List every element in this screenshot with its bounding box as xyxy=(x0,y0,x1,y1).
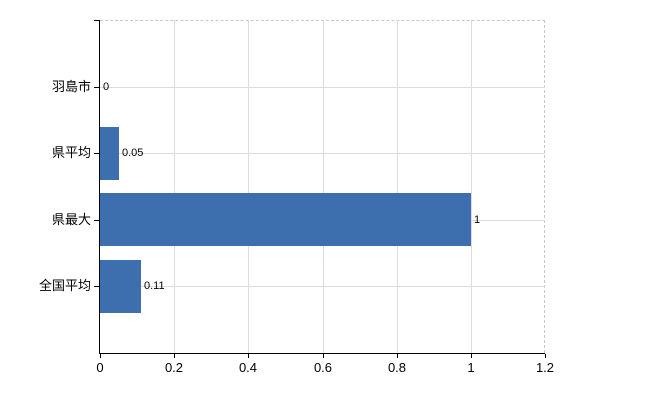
x-axis-tick xyxy=(471,354,472,358)
gridline-vertical xyxy=(471,20,472,353)
bar-県最大 xyxy=(100,193,471,246)
gridline-horizontal xyxy=(100,87,545,88)
x-tick-label: 0 xyxy=(96,360,104,375)
category-label-県平均: 県平均 xyxy=(51,145,91,160)
gridline-vertical xyxy=(174,20,175,353)
x-axis-tick xyxy=(248,354,249,358)
x-axis-tick xyxy=(545,354,546,358)
y-axis-tick xyxy=(94,153,99,154)
bar-全国平均 xyxy=(100,260,141,313)
plot-area: 0 0.05 1 0.11 羽島市県平均県最大全国平均 0 0.2 0.4 0.6 0.8 1 1.2 xyxy=(39,20,554,375)
plot-right-border xyxy=(544,20,545,353)
x-tick-label: 0.2 xyxy=(164,360,184,375)
gridline-horizontal xyxy=(100,153,545,154)
x-axis-tick xyxy=(100,354,101,358)
gridline-vertical xyxy=(248,20,249,353)
x-tick-label: 1 xyxy=(467,360,475,375)
bar-県平均 xyxy=(100,127,119,180)
gridline-vertical xyxy=(397,20,398,353)
category-label-全国平均: 全国平均 xyxy=(38,278,91,293)
y-axis-tick xyxy=(94,220,99,221)
gridline-vertical xyxy=(323,20,324,353)
x-axis-tick xyxy=(397,354,398,358)
x-axis-tick xyxy=(323,354,324,358)
category-label-県最大: 県最大 xyxy=(51,212,91,227)
x-tick-label: 0.4 xyxy=(238,360,258,375)
plot-top-border xyxy=(100,20,545,21)
y-axis-end-tick xyxy=(94,20,99,21)
bar-value-label: 0.11 xyxy=(144,280,165,292)
bar-value-label: 0 xyxy=(103,81,110,93)
x-tick-label: 0.6 xyxy=(313,360,333,375)
x-tick-label: 1.2 xyxy=(535,360,555,375)
bar-value-label: 0.05 xyxy=(122,147,144,159)
x-tick-label: 0.8 xyxy=(387,360,407,375)
x-axis-tick xyxy=(174,354,175,358)
bar-value-label: 1 xyxy=(474,214,481,226)
gridline-horizontal xyxy=(100,286,545,287)
category-label-羽島市: 羽島市 xyxy=(51,79,91,94)
y-axis-tick xyxy=(94,286,99,287)
y-axis-tick xyxy=(94,87,99,88)
